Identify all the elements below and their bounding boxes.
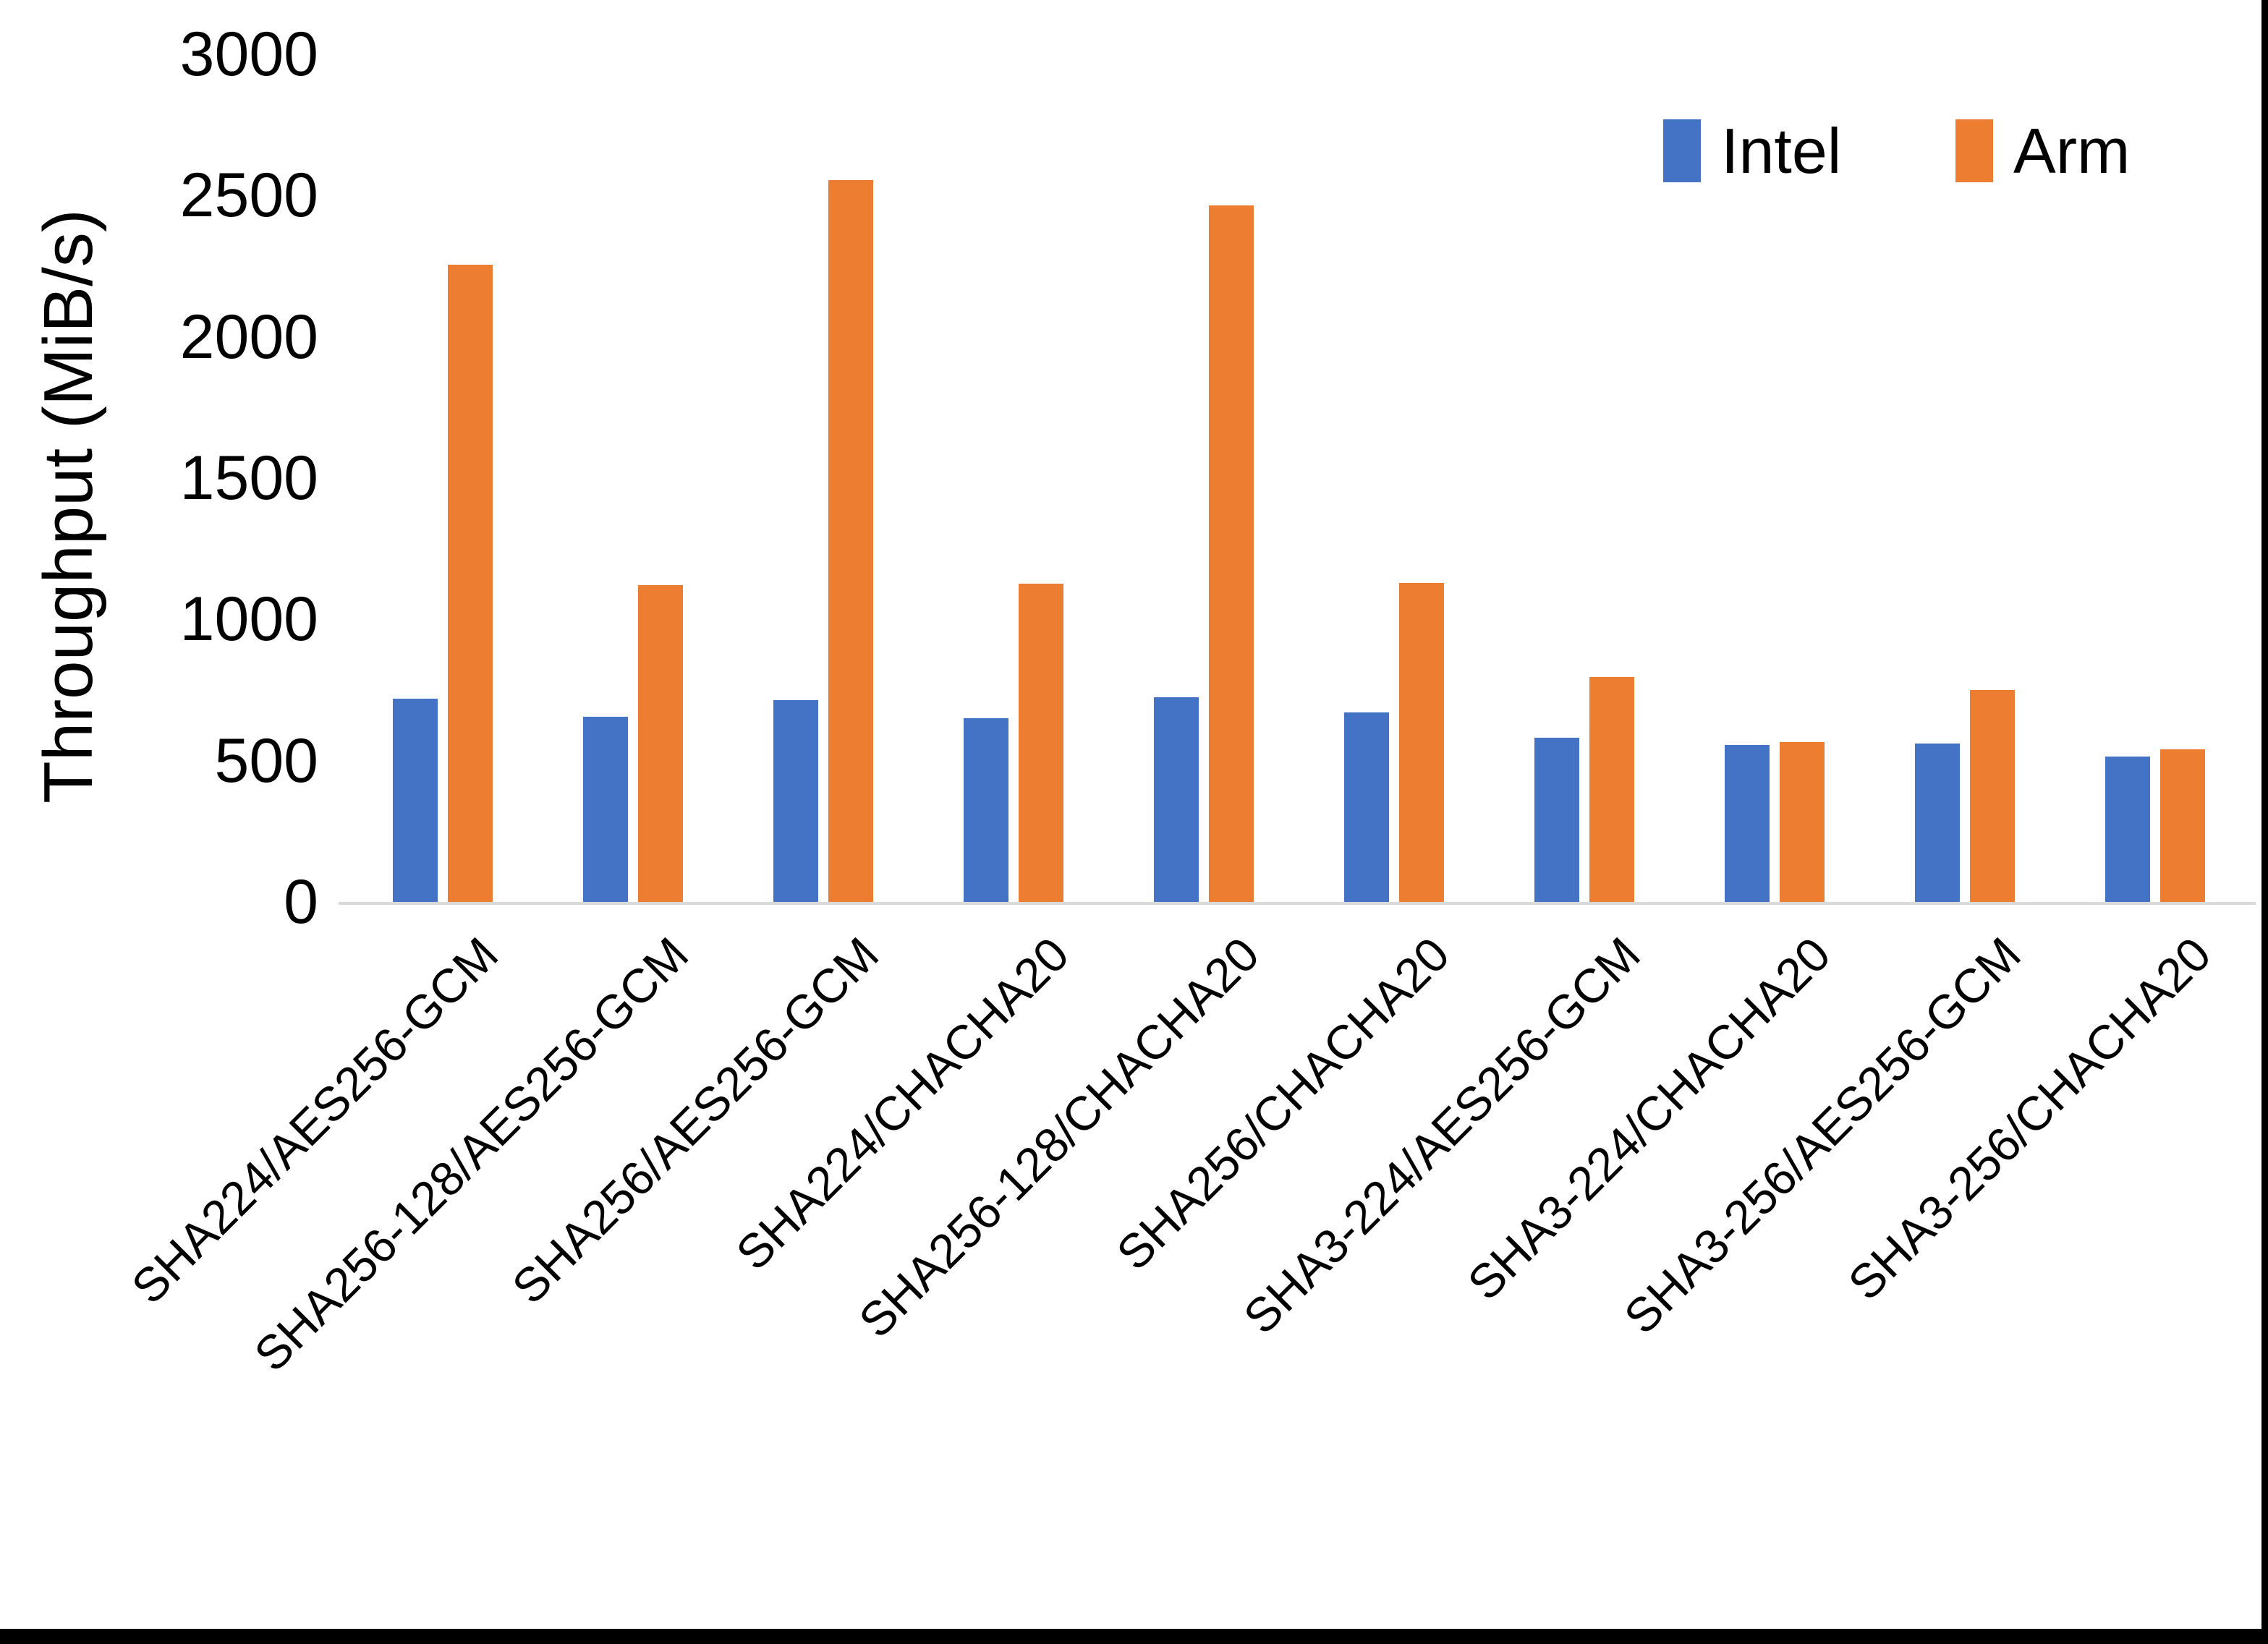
- bar-intel-5: [1343, 712, 1389, 902]
- legend-item-arm: Arm: [1955, 115, 2131, 187]
- y-tick-label-0: 0: [284, 867, 318, 937]
- x-category-label-6: SHA3-224/AES256-GCM: [1233, 927, 1650, 1344]
- y-tick-label-2000: 2000: [179, 302, 318, 372]
- y-tick-label-2500: 2500: [179, 161, 318, 231]
- bar-intel-9: [2105, 757, 2150, 902]
- x-axis-line: [339, 902, 2256, 905]
- x-category-label-4: SHA256-128/CHACHA20: [848, 927, 1270, 1348]
- bar-arm-8: [1969, 690, 2015, 902]
- bar-arm-9: [2159, 749, 2205, 902]
- legend-item-intel: Intel: [1663, 115, 1842, 187]
- x-category-label-7: SHA3-224/CHACHA20: [1456, 927, 1840, 1311]
- figure-right-border: [2261, 0, 2268, 1644]
- bar-arm-4: [1208, 205, 1254, 902]
- y-tick-label-3000: 3000: [179, 20, 318, 89]
- x-category-label-9: SHA3-256/CHACHA20: [1837, 927, 2221, 1311]
- bar-arm-7: [1779, 742, 1825, 902]
- x-category-label-8: SHA3-256/AES256-GCM: [1613, 927, 2031, 1344]
- bar-intel-6: [1534, 738, 1579, 902]
- bar-arm-2: [828, 180, 873, 902]
- legend-label-intel: Intel: [1721, 115, 1842, 187]
- legend-swatch-arm: [1955, 119, 1993, 182]
- y-tick-label-1000: 1000: [179, 584, 318, 655]
- y-tick-label-500: 500: [214, 725, 319, 796]
- x-category-label-3: SHA224/CHACHA20: [726, 927, 1079, 1280]
- legend-label-arm: Arm: [2013, 115, 2131, 187]
- bar-arm-6: [1589, 677, 1634, 902]
- figure-bottom-border: [0, 1629, 2268, 1644]
- bar-intel-1: [582, 717, 628, 902]
- x-category-label-5: SHA256/CHACHA20: [1106, 927, 1460, 1280]
- bar-intel-2: [773, 700, 818, 902]
- bar-arm-1: [637, 585, 683, 902]
- bar-intel-3: [963, 718, 1008, 902]
- bar-intel-7: [1724, 745, 1770, 902]
- bar-intel-4: [1153, 697, 1199, 902]
- x-category-label-0: SHA224/AES256-GCM: [121, 927, 509, 1314]
- legend-swatch-intel: [1663, 119, 1701, 182]
- bar-arm-0: [447, 265, 493, 902]
- bar-intel-0: [392, 699, 438, 902]
- bar-arm-3: [1018, 584, 1063, 902]
- y-tick-label-1500: 1500: [179, 443, 318, 513]
- bar-arm-5: [1398, 583, 1444, 902]
- x-category-label-2: SHA256/AES256-GCM: [501, 927, 889, 1314]
- bar-intel-8: [1914, 744, 1960, 902]
